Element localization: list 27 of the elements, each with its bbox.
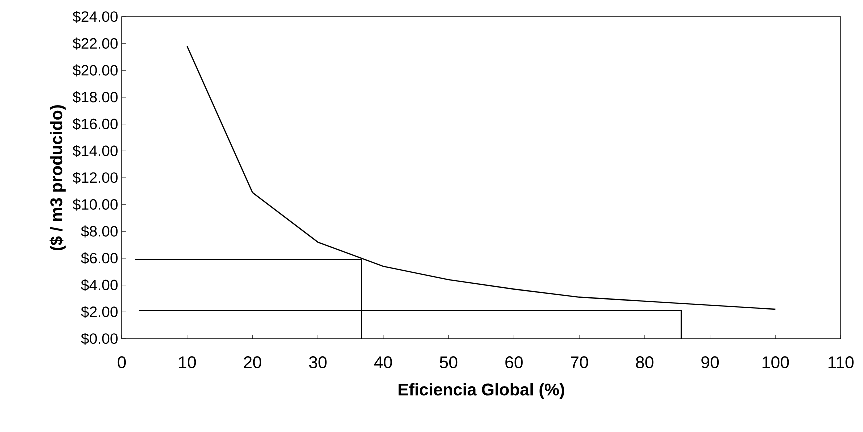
- y-tick-label: $2.00: [81, 306, 118, 318]
- y-tick-label: $8.00: [81, 226, 118, 238]
- x-tick-label: 50: [440, 356, 458, 369]
- y-tick-label: $6.00: [81, 252, 118, 265]
- x-tick-label: 10: [179, 356, 196, 369]
- y-tick-label: $16.00: [72, 118, 118, 130]
- y-tick-label: $24.00: [72, 10, 118, 24]
- y-tick-label: $20.00: [72, 64, 118, 77]
- y-tick-label: $18.00: [72, 91, 118, 104]
- x-tick-label: 100: [762, 356, 790, 369]
- y-tick-label: $14.00: [72, 145, 118, 158]
- x-tick-label: 20: [244, 356, 262, 369]
- y-axis-title: ($ / m3 producido): [50, 105, 66, 251]
- x-tick-label: 70: [571, 356, 588, 369]
- y-tick-label: $4.00: [81, 279, 118, 292]
- x-tick-label: 40: [374, 356, 392, 369]
- x-tick-label: 90: [702, 356, 720, 369]
- x-tick-label: 0: [118, 356, 126, 369]
- y-tick-label: $12.00: [72, 172, 118, 184]
- x-tick-label: 30: [309, 356, 327, 369]
- y-tick-label: $0.00: [81, 332, 118, 346]
- x-tick-label: 80: [636, 356, 654, 369]
- y-tick-label: $22.00: [72, 38, 118, 50]
- x-axis-title: Eficiencia Global (%): [398, 383, 564, 400]
- y-tick-label: $10.00: [72, 198, 118, 211]
- x-tick-label: 60: [506, 356, 523, 369]
- x-tick-label: 110: [828, 356, 854, 369]
